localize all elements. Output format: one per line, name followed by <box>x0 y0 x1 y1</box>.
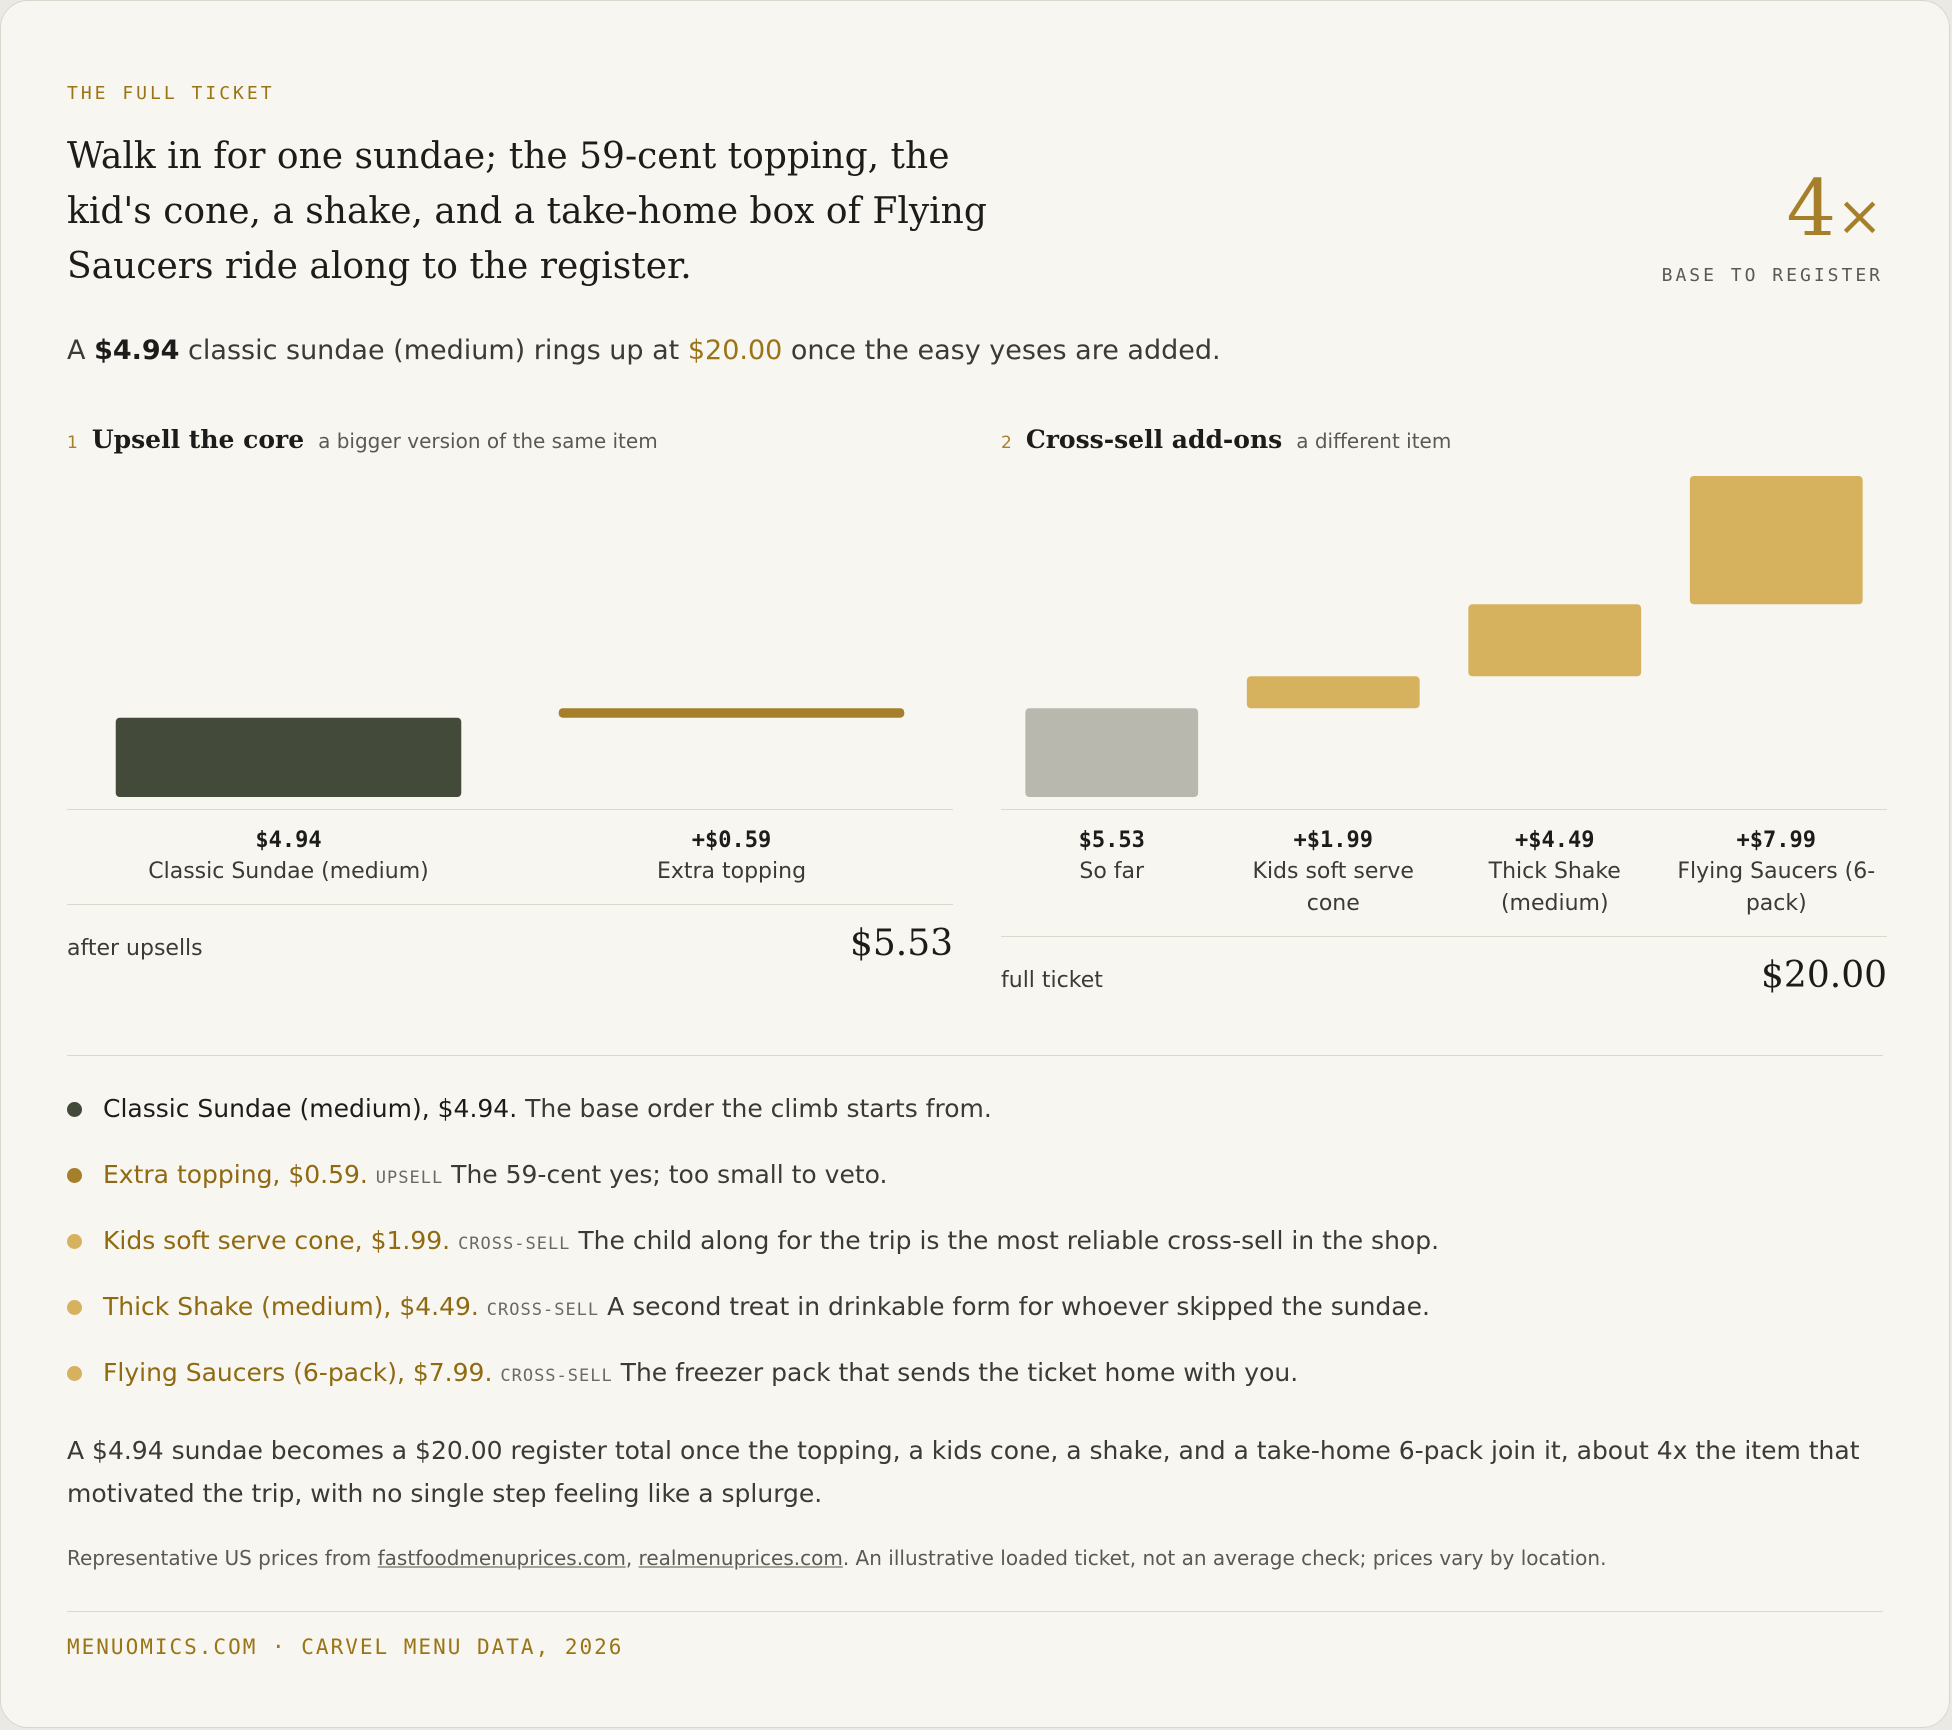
note-lead: Classic Sundae (medium), $4.94. <box>103 1094 518 1123</box>
category-label: Kids soft serve cone <box>1252 859 1414 916</box>
bar <box>1468 604 1642 677</box>
labels: $4.94 Classic Sundae (medium) +$0.59 Extra … <box>67 809 953 905</box>
source-link[interactable]: fastfoodmenuprices.com <box>377 1546 626 1570</box>
sources: Representative US prices from fastfoodme… <box>67 1546 1606 1570</box>
bar <box>1246 676 1420 709</box>
note-text: A second treat in drinkable form for who… <box>607 1292 1430 1321</box>
stat: 4× <box>1786 169 1883 249</box>
headline: Walk in for one sundae; the 59-cent topp… <box>67 136 987 287</box>
value-label: +$4.49 <box>1515 828 1595 853</box>
note-text: The child along for the trip is the most… <box>578 1226 1440 1255</box>
chart: 2 Cross-sell add-ons a different item $5.53… <box>1001 425 1887 996</box>
plot <box>115 708 905 797</box>
note: Flying Saucers (6-pack), $7.99. CROSS-SE… <box>67 1355 1887 1421</box>
chart-subtitle: a bigger version of the same item <box>318 429 658 453</box>
source-link[interactable]: realmenuprices.com <box>638 1546 843 1570</box>
note-lead: Thick Shake (medium), $4.49. <box>103 1292 479 1321</box>
note: Thick Shake (medium), $4.49. CROSS-SELL … <box>67 1289 1887 1355</box>
category-label: Thick Shake (medium) <box>1488 859 1621 916</box>
stat-symbol: × <box>1836 184 1883 249</box>
bar <box>115 717 462 797</box>
charts: 1 Upsell the core a bigger version of the … <box>67 425 1887 996</box>
category-label: Flying Saucers (6-pack) <box>1677 859 1876 916</box>
sources-text: , <box>625 1546 639 1570</box>
bullet <box>67 1102 82 1117</box>
value-label: $5.53 <box>1078 828 1145 853</box>
label-column: +$7.99 Flying Saucers (6-pack) <box>1666 826 1888 920</box>
summary: A $4.94 classic sundae (medium) rings up… <box>67 335 1221 366</box>
stat-label: BASE TO REGISTER <box>1661 265 1883 286</box>
summary-total: $20.00 <box>687 335 783 366</box>
divider <box>67 1611 1883 1612</box>
label-column: $5.53 So far <box>1001 826 1223 920</box>
labels: $5.53 So far +$1.99 Kids soft serve cone +$4… <box>1001 809 1887 937</box>
sources-text: Representative US prices from <box>67 1546 378 1570</box>
total-label: after upsells <box>67 936 203 961</box>
bullet <box>67 1300 82 1315</box>
chart-header: 2 Cross-sell add-ons a different item <box>1001 425 1887 461</box>
note: Kids soft serve cone, $1.99. CROSS-SELL … <box>67 1223 1887 1289</box>
value-label: $4.94 <box>255 828 322 853</box>
label-column: +$1.99 Kids soft serve cone <box>1223 826 1445 920</box>
label-column: +$0.59 Extra topping <box>510 826 953 888</box>
note-text: The freezer pack that sends the ticket h… <box>620 1358 1299 1387</box>
note-tag: CROSS-SELL <box>486 1300 600 1320</box>
chart-title: Cross-sell add-ons <box>1025 425 1283 454</box>
summary-text: once the easy yeses are added. <box>782 335 1221 366</box>
chart-subtitle: a different item <box>1296 429 1452 453</box>
total-value: $5.53 <box>849 923 953 964</box>
note-tag: CROSS-SELL <box>500 1366 613 1386</box>
category-label: Classic Sundae (medium) <box>148 859 429 884</box>
note: Classic Sundae (medium), $4.94. The base… <box>67 1091 1887 1157</box>
chart: 1 Upsell the core a bigger version of the … <box>67 425 953 996</box>
chart-number: 1 <box>67 433 78 453</box>
bullet <box>67 1234 82 1249</box>
bar <box>1025 708 1199 797</box>
bar <box>558 708 905 718</box>
bar <box>1689 476 1863 605</box>
stat-number: 4 <box>1786 164 1837 254</box>
note-tag: CROSS-SELL <box>458 1234 571 1254</box>
value-label: +$0.59 <box>691 828 772 853</box>
total-label: full ticket <box>1001 968 1103 993</box>
label-column: +$4.49 Thick Shake (medium) <box>1444 826 1666 920</box>
summary-text: classic sundae (medium) rings up at <box>179 335 688 366</box>
divider <box>67 1055 1883 1056</box>
note-tag: UPSELL <box>375 1168 444 1188</box>
sources-text: . An illustrative loaded ticket, not an … <box>842 1546 1607 1570</box>
value-label: +$7.99 <box>1736 828 1816 853</box>
note-lead: Extra topping, $0.59. <box>103 1160 368 1189</box>
bullet <box>67 1168 82 1183</box>
chart-title: Upsell the core <box>91 425 305 454</box>
chart-header: 1 Upsell the core a bigger version of the … <box>67 425 953 461</box>
total-value: $20.00 <box>1761 955 1887 996</box>
total-row: full ticket $20.00 <box>1001 937 1887 996</box>
plot <box>1025 476 1863 797</box>
footer: MENUOMICS.COM · CARVEL MENU DATA, 2026 <box>67 1635 624 1659</box>
kicker: THE FULL TICKET <box>67 83 275 104</box>
bullet <box>67 1366 82 1381</box>
category-label: Extra topping <box>656 859 807 884</box>
category-label: So far <box>1079 859 1145 884</box>
label-column: $4.94 Classic Sundae (medium) <box>67 826 510 888</box>
chart-number: 2 <box>1001 433 1012 453</box>
summary-text: A <box>67 335 95 366</box>
note-text: The base order the climb starts from. <box>525 1094 992 1123</box>
total-row: after upsells $5.53 <box>67 905 953 964</box>
note: Extra topping, $0.59. UPSELL The 59-cent… <box>67 1157 1887 1223</box>
note-lead: Kids soft serve cone, $1.99. <box>103 1226 451 1255</box>
conclusion: A $4.94 sundae becomes a $20.00 register… <box>67 1436 1860 1508</box>
summary-base: $4.94 <box>94 335 180 366</box>
note-lead: Flying Saucers (6-pack), $7.99. <box>103 1358 493 1387</box>
notes: Classic Sundae (medium), $4.94. The base… <box>67 1091 1887 1421</box>
value-label: +$1.99 <box>1293 828 1373 853</box>
note-text: The 59-cent yes; too small to veto. <box>451 1160 888 1189</box>
